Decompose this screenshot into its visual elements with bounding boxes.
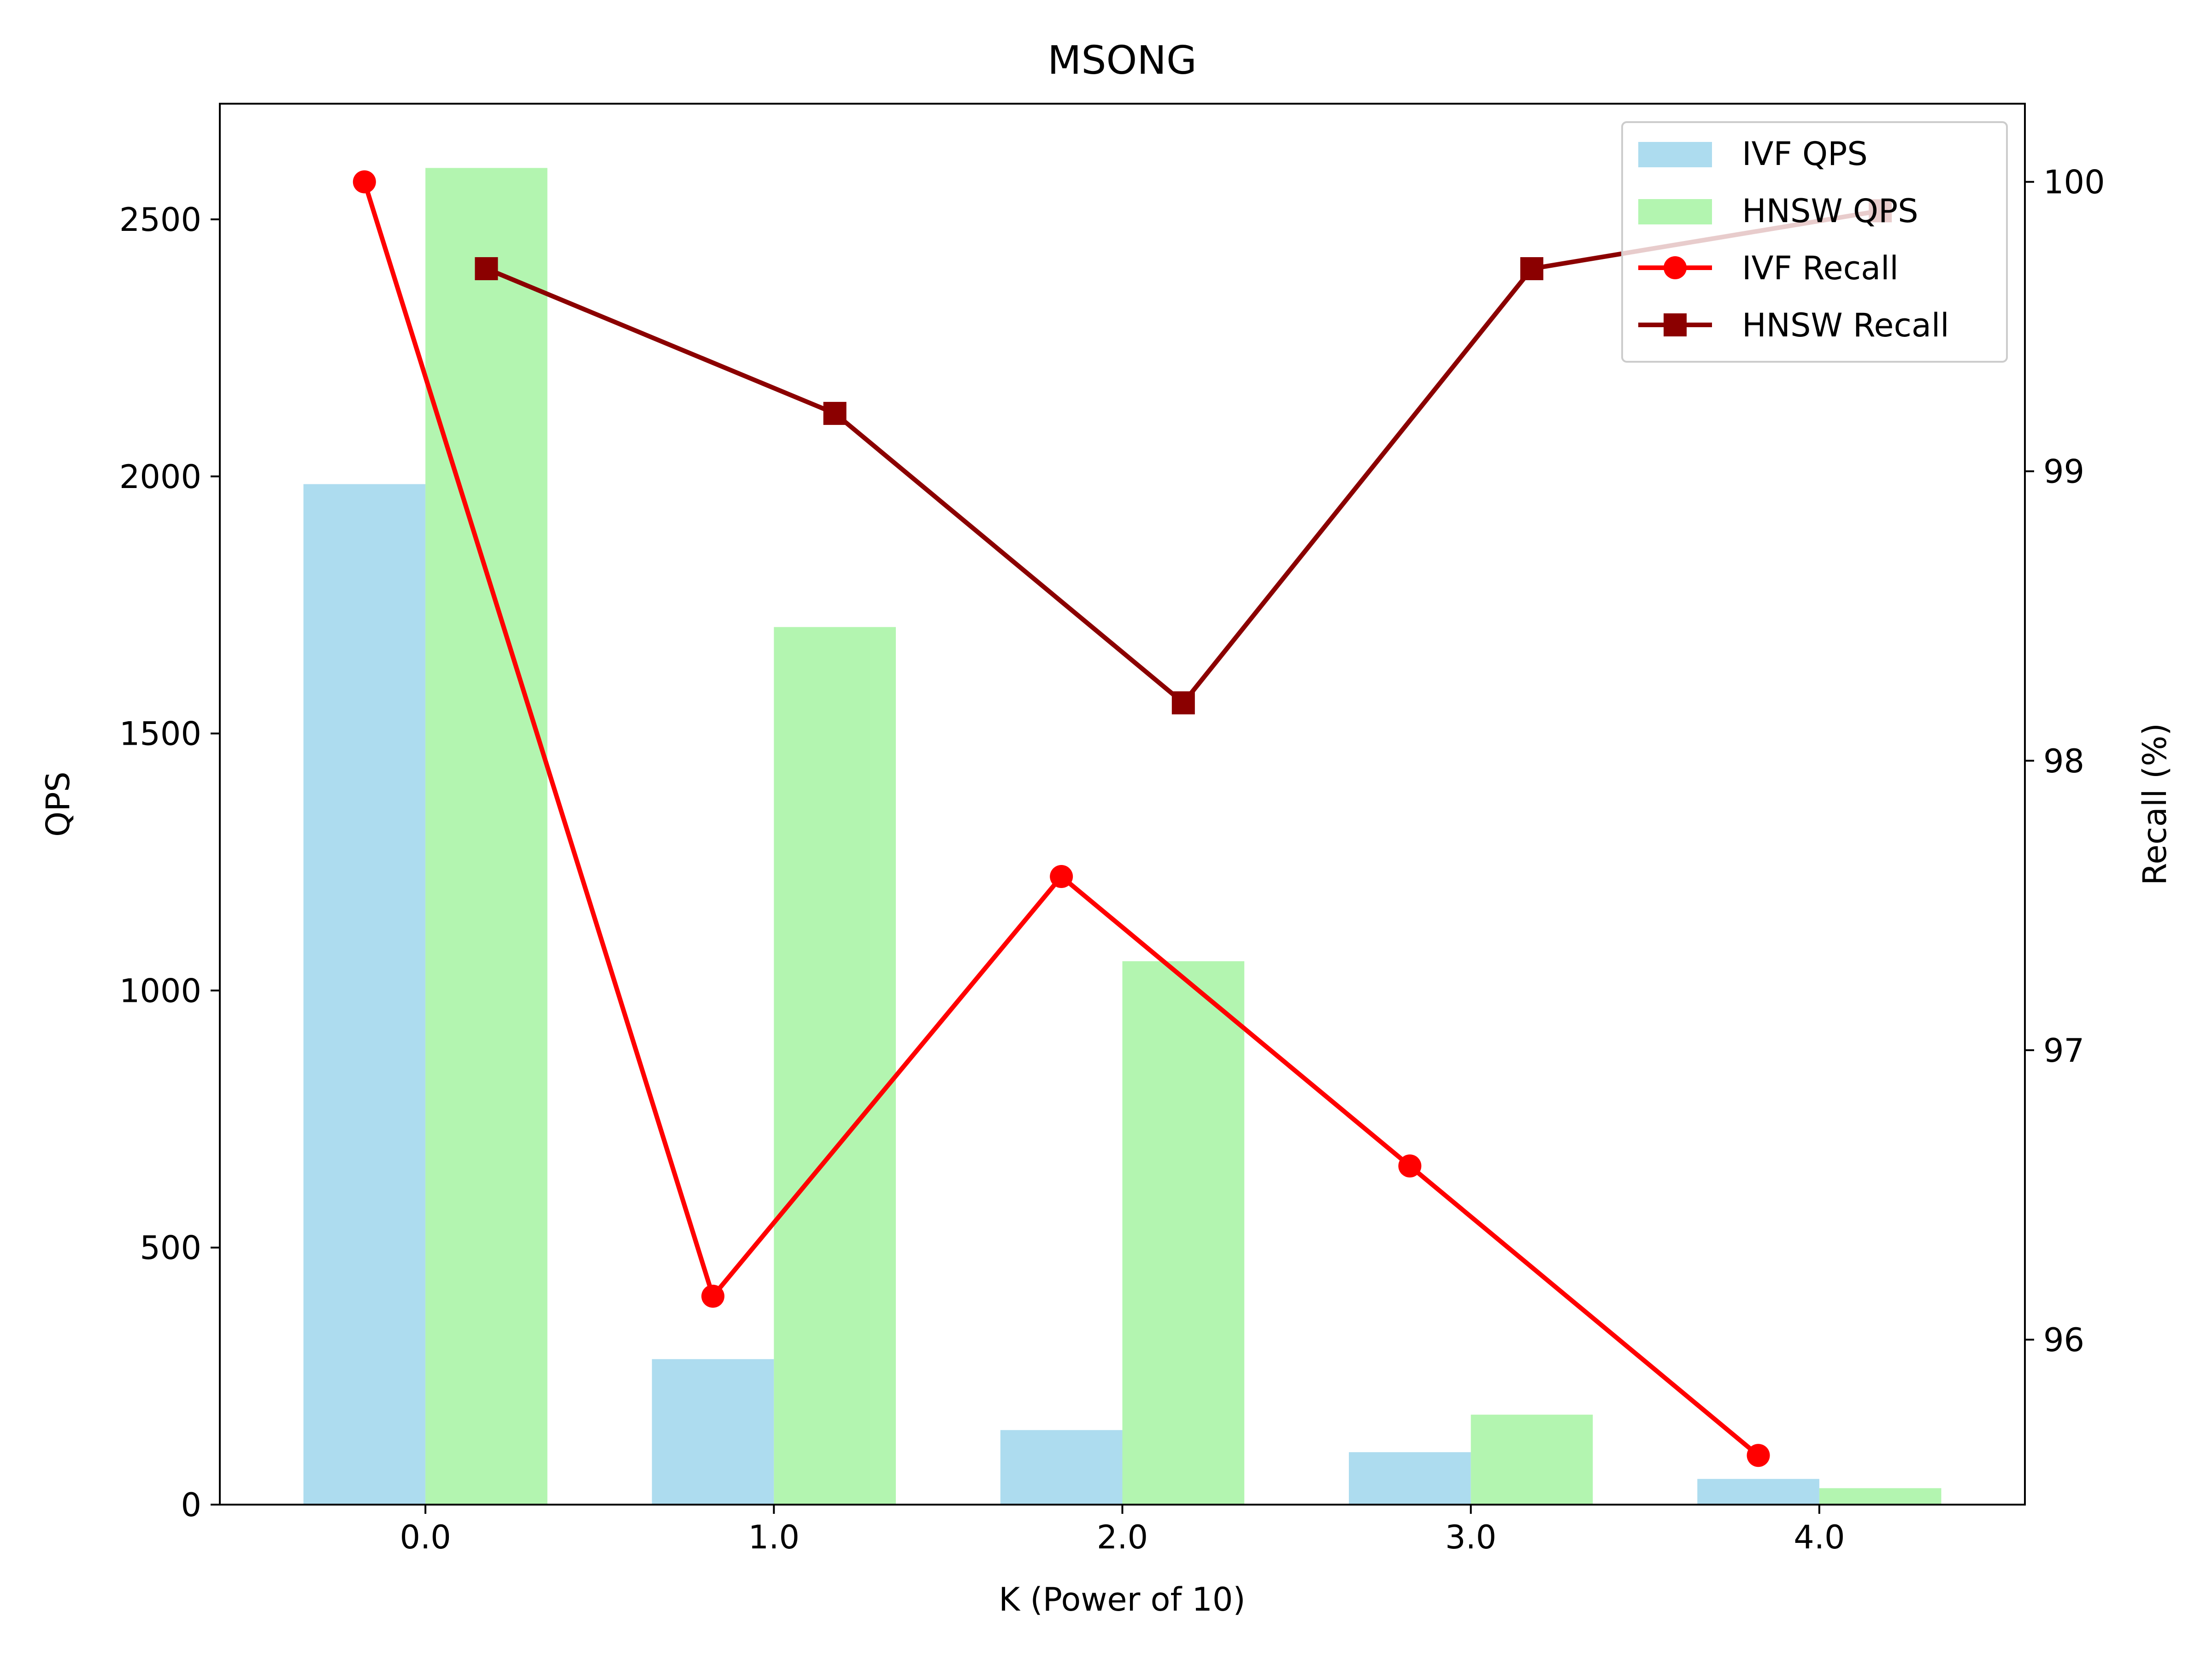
legend-marker-ivf-recall — [1664, 256, 1687, 279]
ivf-recall-point-2 — [1050, 865, 1073, 888]
hnsw-qps-bar-2 — [1122, 961, 1245, 1505]
hnsw-qps-bar-1 — [774, 627, 896, 1505]
legend-label-ivf-qps: IVF QPS — [1742, 135, 1868, 173]
hnsw-recall-point-2 — [1171, 691, 1195, 715]
x-axis: 0.0 1.0 2.0 3.0 4.0 — [400, 1505, 1845, 1556]
y2-tick-label-0: 96 — [2043, 1321, 2084, 1359]
chart-title: MSONG — [1047, 38, 1197, 83]
ivf-qps-bar-1 — [652, 1359, 774, 1505]
y-tick-label-2: 1000 — [119, 972, 201, 1010]
legend-label-hnsw-qps: HNSW QPS — [1742, 192, 1918, 230]
legend-label-ivf-recall: IVF Recall — [1742, 249, 1899, 287]
legend-swatch-hnsw-qps — [1638, 199, 1712, 224]
legend-marker-hnsw-recall — [1664, 313, 1687, 336]
y-tick-label-1: 500 — [140, 1229, 201, 1267]
legend-label-hnsw-recall: HNSW Recall — [1742, 306, 1949, 344]
x-tick-label-2: 2.0 — [1097, 1518, 1148, 1556]
ivf-qps-bar-2 — [1000, 1430, 1123, 1505]
y-tick-label-5: 2500 — [119, 201, 201, 239]
legend-swatch-ivf-qps — [1638, 142, 1712, 167]
y-tick-label-4: 2000 — [119, 458, 201, 496]
y2-axis-label: Recall (%) — [2136, 723, 2174, 885]
ivf-recall-point-0 — [353, 170, 376, 194]
bar-layer — [303, 168, 1941, 1505]
y2-tick-label-3: 99 — [2043, 453, 2084, 491]
x-axis-label: K (Power of 10) — [999, 1581, 1245, 1618]
hnsw-qps-bar-0 — [425, 168, 547, 1505]
y-axis-right: 96 97 98 99 100 — [2025, 164, 2105, 1359]
ivf-recall-point-4 — [1747, 1444, 1770, 1467]
hnsw-recall-point-0 — [475, 257, 498, 281]
x-tick-label-3: 3.0 — [1445, 1518, 1496, 1556]
legend-box — [1621, 121, 2008, 363]
hnsw-qps-bar-4 — [1819, 1488, 1941, 1505]
y2-tick-label-1: 97 — [2043, 1032, 2084, 1070]
ivf-qps-bar-4 — [1697, 1479, 1819, 1505]
y-axis-left: 0 500 1000 1500 2000 2500 — [119, 201, 220, 1524]
y-tick-label-3: 1500 — [119, 715, 201, 753]
ivf-qps-bar-3 — [1349, 1452, 1471, 1505]
y2-tick-label-4: 100 — [2043, 164, 2105, 201]
y-axis-label: QPS — [39, 771, 77, 837]
x-tick-label-1: 1.0 — [748, 1518, 800, 1556]
ivf-qps-bar-0 — [303, 484, 426, 1505]
x-tick-label-0: 0.0 — [400, 1518, 451, 1556]
ivf-recall-point-3 — [1398, 1154, 1422, 1178]
hnsw-recall-point-3 — [1520, 257, 1544, 281]
hnsw-recall-point-1 — [823, 402, 847, 425]
ivf-recall-point-1 — [701, 1284, 724, 1308]
hnsw-qps-bar-3 — [1471, 1414, 1593, 1505]
x-tick-label-4: 4.0 — [1794, 1518, 1845, 1556]
legend: IVF QPS HNSW QPS IVF Recall HNSW Recall — [1621, 121, 2008, 363]
y-tick-label-0: 0 — [181, 1486, 201, 1524]
y2-tick-label-2: 98 — [2043, 742, 2084, 780]
